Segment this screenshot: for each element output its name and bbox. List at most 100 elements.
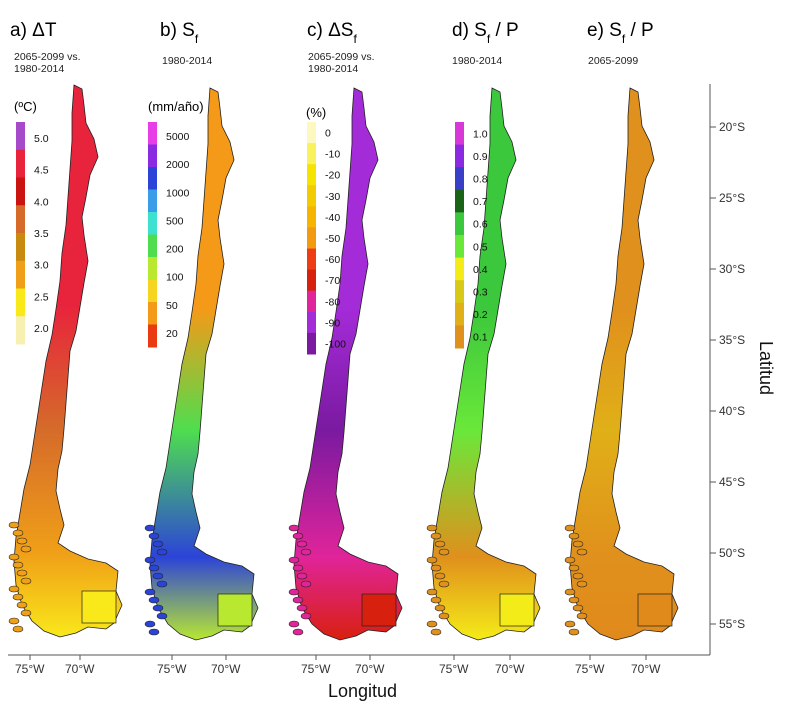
panel-d-subtitle: 1980-2014 bbox=[452, 55, 502, 67]
legend-b-swatch bbox=[148, 189, 157, 213]
map-c-island bbox=[292, 532, 304, 540]
map-e-island bbox=[576, 548, 588, 556]
map-d-island bbox=[430, 564, 442, 572]
map-e-island bbox=[568, 628, 580, 636]
legend-c-swatch bbox=[307, 122, 316, 144]
map-b-island bbox=[152, 604, 164, 612]
map-d-tierra-del-fuego bbox=[499, 593, 535, 627]
map-d-island bbox=[438, 548, 450, 556]
legend-b-label: 100 bbox=[166, 272, 184, 284]
map-e bbox=[564, 87, 679, 641]
panel-b-unit: (mm/año) bbox=[148, 99, 204, 114]
map-b-island bbox=[148, 596, 160, 604]
map-a-island bbox=[16, 537, 28, 545]
y-tick-label: 35°S bbox=[719, 333, 745, 347]
legend-b-swatch bbox=[148, 122, 157, 145]
legend-d-label: 0.1 bbox=[473, 332, 488, 344]
map-d-island bbox=[438, 612, 450, 620]
panel-c-unit: (%) bbox=[306, 105, 326, 120]
legend-d-swatch bbox=[455, 280, 464, 304]
x-tick-label: 70°W bbox=[495, 662, 525, 676]
map-d bbox=[426, 87, 541, 641]
map-e-island bbox=[564, 556, 576, 564]
map-e-island bbox=[572, 604, 584, 612]
legend-c-label: -10 bbox=[325, 149, 340, 161]
legend-b-swatch bbox=[148, 144, 157, 168]
legend-c-swatch bbox=[307, 164, 316, 186]
map-d-island bbox=[426, 588, 438, 596]
map-c-island bbox=[288, 620, 300, 628]
map-e-island bbox=[564, 524, 576, 532]
panel-c-subtitle-2: 1980-2014 bbox=[308, 63, 358, 75]
panel-a-subtitle-2: 1980-2014 bbox=[14, 63, 64, 75]
map-c-island bbox=[288, 556, 300, 564]
map-e-island bbox=[564, 588, 576, 596]
x-axis-ticks: 75°W 70°W 75°W 70°W 75°W 70°W 75°W 70°W 75°W 70°W bbox=[15, 655, 661, 676]
panel-c-header: c) ΔSf 2065-2099 vs. 1980-2014 bbox=[307, 20, 375, 75]
map-b-tierra-del-fuego bbox=[217, 593, 253, 627]
legend-c-swatch bbox=[307, 248, 316, 271]
legend-c-label: -30 bbox=[325, 191, 340, 203]
map-c-island bbox=[300, 612, 312, 620]
map-c-island bbox=[288, 524, 300, 532]
map-c-island bbox=[296, 572, 308, 580]
map-c-island bbox=[292, 628, 304, 636]
x-tick-label: 70°W bbox=[211, 662, 241, 676]
map-e-island bbox=[572, 572, 584, 580]
map-e-island bbox=[568, 596, 580, 604]
panel-c-title: c) ΔSf bbox=[307, 20, 357, 46]
legend-c-label: -100 bbox=[325, 339, 346, 351]
legend-a-label: 5.0 bbox=[34, 133, 49, 145]
legend-c-label: -20 bbox=[325, 170, 340, 182]
legend-b-label: 500 bbox=[166, 215, 184, 227]
x-axis-label: Longitud bbox=[328, 681, 397, 701]
legend-c-swatch bbox=[307, 290, 316, 313]
map-b-island bbox=[148, 564, 160, 572]
map-a-island bbox=[12, 529, 24, 537]
legend-a-label: 2.5 bbox=[34, 291, 49, 303]
legend-c-swatch bbox=[307, 227, 316, 250]
map-e-island bbox=[564, 620, 576, 628]
map-a-island bbox=[20, 609, 32, 617]
panel-a-subtitle-1: 2065-2099 vs. bbox=[14, 51, 81, 63]
legend-a-swatch bbox=[16, 149, 25, 178]
y-tick-label: 30°S bbox=[719, 262, 745, 276]
legend-d-swatch bbox=[455, 167, 464, 191]
map-b-island bbox=[156, 612, 168, 620]
map-a-island bbox=[16, 601, 28, 609]
map-d-country-shape bbox=[431, 87, 541, 641]
map-c-country-shape bbox=[293, 87, 403, 641]
y-axis: Latitud bbox=[709, 84, 776, 655]
legend-d-label: 1.0 bbox=[473, 128, 488, 140]
panel-b-header: b) Sf 1980-2014 bbox=[160, 20, 212, 67]
legend-b-swatch bbox=[148, 257, 157, 280]
legend-b-swatch bbox=[148, 167, 157, 190]
x-tick-label: 75°W bbox=[575, 662, 605, 676]
map-a-tierra-del-fuego bbox=[81, 590, 117, 624]
legend-d-swatch bbox=[455, 235, 464, 259]
legend-c-label: -50 bbox=[325, 233, 340, 245]
y-tick-label: 45°S bbox=[719, 475, 745, 489]
legend-a-label: 4.0 bbox=[34, 196, 49, 208]
map-d-island bbox=[426, 556, 438, 564]
legend-d-swatch bbox=[455, 122, 464, 146]
map-d-island bbox=[430, 596, 442, 604]
panel-a-header: a) ΔT 2065-2099 vs. 1980-2014 bbox=[10, 20, 81, 75]
legend-b-swatch bbox=[148, 279, 157, 303]
legend-b-swatch bbox=[148, 234, 157, 258]
map-c-island bbox=[288, 588, 300, 596]
map-a-island bbox=[12, 561, 24, 569]
legend-d-label: 0.7 bbox=[473, 196, 488, 208]
y-axis-ticks: 20°S 25°S 30°S 35°S 40°S 45°S 50°S 55°S bbox=[710, 120, 745, 631]
map-b-island bbox=[144, 524, 156, 532]
map-b-island bbox=[144, 556, 156, 564]
legend-a-swatch bbox=[16, 260, 25, 289]
legend-a: 5.0 4.5 4.0 3.5 3.0 2.5 2.0 bbox=[16, 122, 49, 345]
legend-b-label: 5000 bbox=[166, 131, 190, 143]
map-c-island bbox=[296, 540, 308, 548]
legend-a-label: 3.5 bbox=[34, 228, 49, 240]
panel-e-subtitle: 2065-2099 bbox=[588, 55, 638, 67]
map-a-island bbox=[8, 553, 20, 561]
map-a-island bbox=[16, 569, 28, 577]
